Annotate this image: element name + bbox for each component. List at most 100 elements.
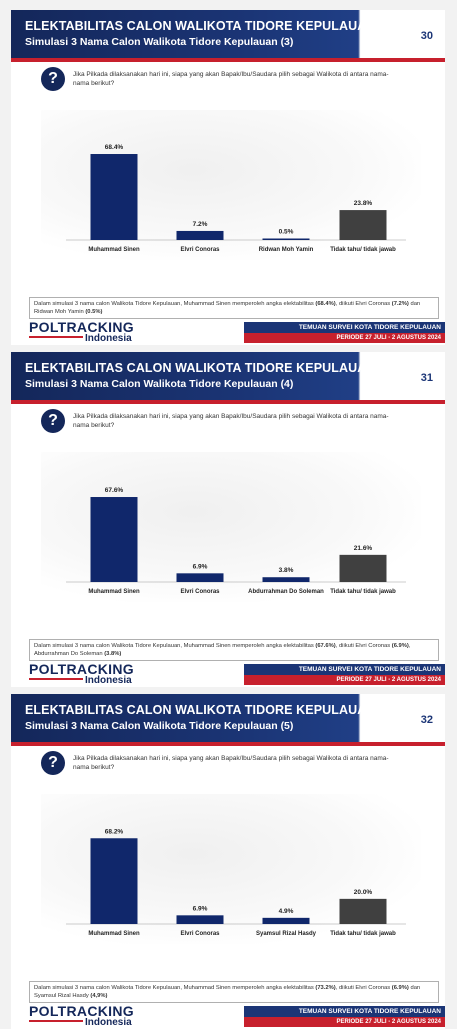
footer-periode: PERIODE 27 JULI - 2 AGUSTUS 2024 — [244, 675, 445, 685]
page-number: 32 — [420, 714, 433, 726]
footer-temuan: TEMUAN SURVEI KOTA TIDORE KEPULAUAN — [244, 1006, 445, 1017]
chart-bar — [176, 230, 224, 240]
slide-title: ELEKTABILITAS CALON WALIKOTA TIDORE KEPU… — [25, 361, 376, 375]
chart-bar — [339, 210, 387, 240]
note-bold-2: (6.9%) — [391, 643, 409, 649]
logo-main: POLTRACKING — [29, 1003, 134, 1019]
note-text: dan Syamsul Rizal Hasdy — [34, 985, 421, 999]
slide-title: ELEKTABILITAS CALON WALIKOTA TIDORE KEPU… — [25, 19, 376, 33]
footer-periode: PERIODE 27 JULI - 2 AGUSTUS 2024 — [244, 333, 445, 343]
category-label: Muhammad Sinen — [88, 589, 140, 595]
bar-chart: 68.4% Muhammad Sinen 7.2% Elvri Conoras 0.5%… — [11, 90, 445, 255]
slide-header: ELEKTABILITAS CALON WALIKOTA TIDORE KEPU… — [11, 694, 445, 746]
note-bold-3: (4,9%) — [90, 993, 108, 999]
question-icon: ? — [41, 67, 65, 91]
note-bold-2: (6.9%) — [391, 985, 409, 991]
bar-value-label: 67.6% — [105, 487, 124, 494]
logo-underline — [29, 1020, 83, 1022]
chart-bar — [262, 917, 310, 924]
chart-bar — [339, 898, 387, 924]
slide-subtitle: Simulasi 3 Nama Calon Walikota Tidore Ke… — [25, 378, 294, 390]
note-text: dan Ridwan Moh Yamin — [34, 301, 421, 315]
footer-temuan: TEMUAN SURVEI KOTA TIDORE KEPULAUAN — [244, 664, 445, 675]
survey-question: Jika Pilkada dilaksanakan hari ini, siap… — [73, 71, 389, 87]
slide-footer: POLTRACKING Indonesia TEMUAN SURVEI KOTA… — [11, 659, 445, 687]
note-bold-1: (67.6%) — [315, 643, 336, 649]
bar-chart-svg: 68.2% Muhammad Sinen 6.9% Elvri Conoras 4.9%… — [66, 828, 406, 937]
slide-footer: POLTRACKING Indonesia TEMUAN SURVEI KOTA… — [11, 1001, 445, 1029]
header-red-bar — [11, 742, 445, 746]
page-number: 31 — [420, 372, 433, 384]
logo-sub: Indonesia — [85, 675, 132, 686]
logo-main: POLTRACKING — [29, 661, 134, 677]
note-bold-2: (7.2%) — [391, 301, 409, 307]
chart-bar — [262, 238, 310, 240]
chart-bar — [90, 497, 138, 582]
summary-note: Dalam simulasi 3 nama calon Walikota Tid… — [29, 639, 439, 661]
bar-chart: 68.2% Muhammad Sinen 6.9% Elvri Conoras 4.9%… — [11, 774, 445, 939]
question-icon: ? — [41, 409, 65, 433]
note-text: Dalam simulasi 3 nama calon Walikota Tid… — [34, 643, 316, 649]
bar-value-label: 6.9% — [193, 905, 208, 912]
footer-periode: PERIODE 27 JULI - 2 AGUSTUS 2024 — [244, 1017, 445, 1027]
poltracking-logo: POLTRACKING Indonesia — [29, 1003, 169, 1029]
bar-value-label: 68.4% — [105, 144, 124, 151]
bar-chart-svg: 68.4% Muhammad Sinen 7.2% Elvri Conoras 0.5%… — [66, 144, 406, 253]
bar-value-label: 7.2% — [193, 221, 208, 228]
category-label: Muhammad Sinen — [88, 247, 140, 253]
slide-header: ELEKTABILITAS CALON WALIKOTA TIDORE KEPU… — [11, 352, 445, 404]
slide-32: ELEKTABILITAS CALON WALIKOTA TIDORE KEPU… — [11, 694, 445, 1029]
note-text: , diikuti Elvri Coronas — [335, 985, 392, 991]
logo-underline — [29, 336, 83, 338]
header-red-bar — [11, 58, 445, 62]
survey-question: Jika Pilkada dilaksanakan hari ini, siap… — [73, 755, 389, 771]
chart-bar — [339, 554, 387, 582]
note-bold-1: (73.2%) — [315, 985, 336, 991]
bar-value-label: 21.6% — [354, 545, 373, 552]
note-text: Dalam simulasi 3 nama calon Walikota Tid… — [34, 985, 316, 991]
chart-bar — [176, 573, 224, 582]
note-bold-3: (3.8%) — [104, 651, 122, 657]
category-label: Muhammad Sinen — [88, 931, 140, 937]
category-label: Tidak tahu/ tidak jawab — [330, 931, 396, 937]
category-label: Elvri Conoras — [180, 931, 220, 937]
category-label: Ridwan Moh Yamin — [259, 247, 314, 253]
note-text: , diikuti Elvri Coronas — [335, 643, 392, 649]
category-label: Elvri Conoras — [180, 247, 220, 253]
note-text: , diikuti Elvri Coronas — [335, 301, 392, 307]
survey-question: Jika Pilkada dilaksanakan hari ini, siap… — [73, 413, 389, 429]
category-label: Abdurrahman Do Soleman — [248, 589, 324, 595]
bar-value-label: 23.8% — [354, 200, 373, 207]
bar-value-label: 0.5% — [279, 229, 294, 236]
bar-value-label: 20.0% — [354, 889, 373, 896]
bar-chart-svg: 67.6% Muhammad Sinen 6.9% Elvri Conoras 3.8%… — [66, 487, 406, 595]
chart-bar — [262, 577, 310, 582]
logo-sub: Indonesia — [85, 1017, 132, 1028]
footer-temuan: TEMUAN SURVEI KOTA TIDORE KEPULAUAN — [244, 322, 445, 333]
logo-underline — [29, 678, 83, 680]
category-label: Tidak tahu/ tidak jawab — [330, 247, 396, 253]
bar-value-label: 6.9% — [193, 563, 208, 570]
note-bold-3: (0.5%) — [85, 309, 103, 315]
note-text: Dalam simulasi 3 nama calon Walikota Tid… — [34, 301, 316, 307]
slide-subtitle: Simulasi 3 Nama Calon Walikota Tidore Ke… — [25, 36, 294, 48]
chart-bar — [176, 915, 224, 924]
slide-30: ELEKTABILITAS CALON WALIKOTA TIDORE KEPU… — [11, 10, 445, 345]
slide-title: ELEKTABILITAS CALON WALIKOTA TIDORE KEPU… — [25, 703, 376, 717]
chart-bar — [90, 838, 138, 924]
slide-subtitle: Simulasi 3 Nama Calon Walikota Tidore Ke… — [25, 720, 294, 732]
summary-note: Dalam simulasi 3 nama calon Walikota Tid… — [29, 981, 439, 1003]
category-label: Tidak tahu/ tidak jawab — [330, 589, 396, 595]
category-label: Syamsul Rizal Hasdy — [256, 931, 317, 937]
bar-value-label: 68.2% — [105, 828, 124, 835]
bar-value-label: 3.8% — [279, 567, 294, 574]
bar-value-label: 4.9% — [279, 908, 294, 915]
summary-note: Dalam simulasi 3 nama calon Walikota Tid… — [29, 297, 439, 319]
question-icon: ? — [41, 751, 65, 775]
category-label: Elvri Conoras — [180, 589, 220, 595]
logo-sub: Indonesia — [85, 333, 132, 344]
poltracking-logo: POLTRACKING Indonesia — [29, 661, 169, 687]
poltracking-logo: POLTRACKING Indonesia — [29, 319, 169, 345]
slide-31: ELEKTABILITAS CALON WALIKOTA TIDORE KEPU… — [11, 352, 445, 687]
slide-footer: POLTRACKING Indonesia TEMUAN SURVEI KOTA… — [11, 317, 445, 345]
